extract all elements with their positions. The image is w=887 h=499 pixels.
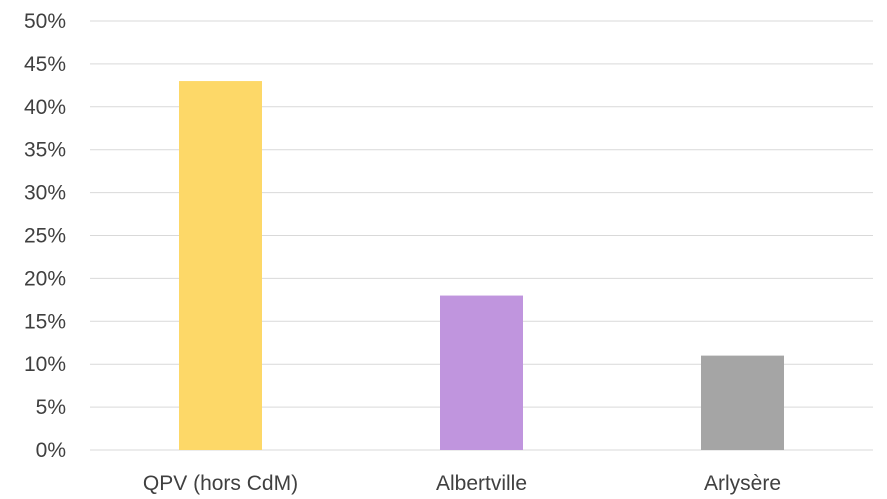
y-tick-label: 0% <box>36 439 66 462</box>
y-tick-label: 20% <box>24 267 66 290</box>
y-tick-label: 40% <box>24 96 66 119</box>
bar-2 <box>440 295 523 450</box>
y-tick-label: 5% <box>36 396 66 419</box>
y-tick-label: 30% <box>24 182 66 205</box>
y-tick-label: 15% <box>24 310 66 333</box>
y-tick-label: 10% <box>24 353 66 376</box>
bar-1 <box>179 81 262 450</box>
bar-3 <box>701 355 784 450</box>
y-tick-label: 50% <box>24 10 66 33</box>
x-category-label: QPV (hors CdM) <box>143 472 298 495</box>
y-axis-tick-labels: 0% 5% 10% 15% 20% 25% 30% 35% 40% 45% 50% <box>24 10 66 462</box>
x-category-label: Albertville <box>436 472 527 495</box>
bars <box>179 81 784 450</box>
y-tick-label: 45% <box>24 53 66 76</box>
y-tick-label: 35% <box>24 139 66 162</box>
y-tick-label: 25% <box>24 225 66 248</box>
x-category-label: Arlysère <box>704 472 781 495</box>
x-axis-category-labels: QPV (hors CdM) Albertville Arlysère <box>143 472 781 495</box>
